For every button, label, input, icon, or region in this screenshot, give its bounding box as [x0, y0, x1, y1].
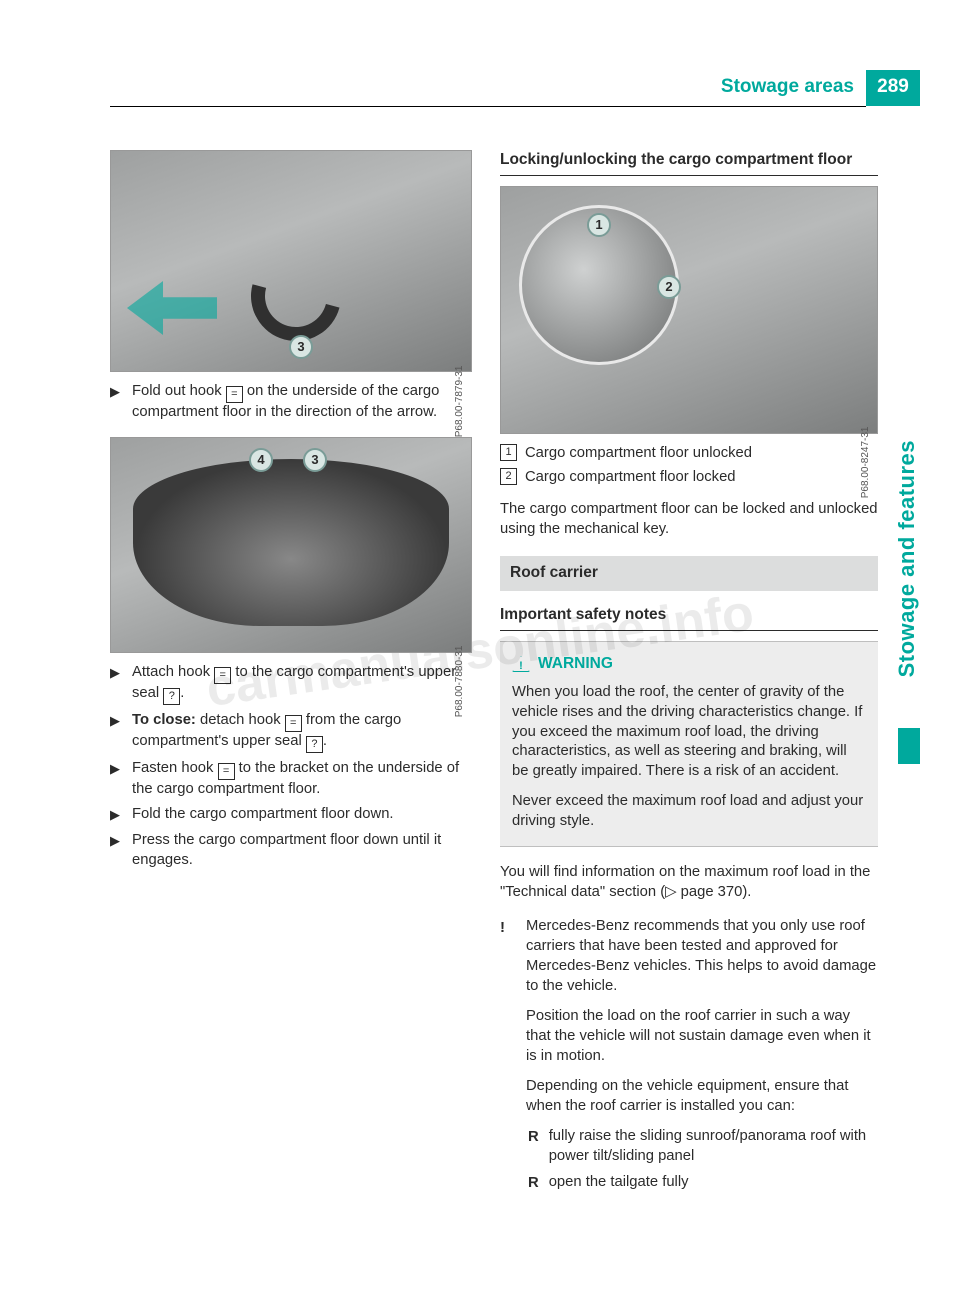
ref-mark: = [214, 667, 231, 684]
heading-locking: Locking/unlocking the cargo compartment … [500, 150, 878, 171]
note-item: ! Mercedes-Benz recommends that you only… [500, 917, 878, 997]
step-item: ▶ To close: detach hook = from the cargo… [110, 711, 472, 753]
note-marker-icon [500, 1007, 516, 1067]
step-marker-icon: ▶ [110, 805, 124, 825]
note-marker-icon: ! [500, 917, 516, 997]
figure-legend: 1 Cargo compartment floor unlocked 2 Car… [500, 444, 878, 488]
callout-2: 2 [657, 275, 681, 299]
step-marker-icon: ▶ [110, 759, 124, 800]
manual-page: Stowage areas 289 Stowage and features c… [0, 0, 960, 1302]
step-list-1: ▶ Fold out hook = on the underside of th… [110, 382, 472, 423]
step-item: ▶ Fasten hook = to the bracket on the un… [110, 759, 472, 800]
page-number: 289 [866, 70, 920, 106]
warning-box: WARNING When you load the roof, the cent… [500, 641, 878, 848]
legend-text: Cargo compartment floor unlocked [525, 444, 752, 464]
paragraph: You will find information on the maximum… [500, 863, 878, 903]
step-marker-icon: ▶ [110, 711, 124, 753]
step-text: To close: detach hook = from the cargo c… [132, 711, 472, 753]
left-column: 3 P68.00-7879-31 ▶ Fold out hook = on th… [110, 150, 472, 1200]
legend-num: 2 [500, 468, 517, 485]
ref-mark: = [285, 715, 302, 732]
note-item: Depending on the vehicle equipment, ensu… [500, 1077, 878, 1117]
right-column: Locking/unlocking the cargo compartment … [500, 150, 878, 1200]
step-text: Fold the cargo compartment floor down. [132, 805, 472, 825]
step-item: ▶ Attach hook = to the cargo compartment… [110, 663, 472, 705]
bullet-text: open the tailgate fully [549, 1173, 689, 1194]
ref-mark: = [218, 763, 235, 780]
side-tab-block [898, 728, 920, 764]
bullet-text: fully raise the sliding sunroof/panorama… [549, 1127, 878, 1167]
step-marker-icon: ▶ [110, 382, 124, 423]
note-text: Position the load on the roof carrier in… [526, 1007, 878, 1067]
legend-text: Cargo compartment floor locked [525, 468, 736, 488]
note-marker-icon [500, 1077, 516, 1117]
note-text: Depending on the vehicle equipment, ensu… [526, 1077, 878, 1117]
page-header: Stowage areas 289 [721, 70, 920, 106]
step-text: Press the cargo compartment floor down u… [132, 831, 472, 871]
step-text: Fold out hook = on the underside of the … [132, 382, 472, 423]
figure-lock-floor: 1 2 P68.00-8247-31 [500, 186, 878, 434]
note-text: Mercedes-Benz recommends that you only u… [526, 917, 878, 997]
arrow-icon [127, 281, 217, 335]
heading-rule [500, 175, 878, 176]
ref-mark: ? [163, 688, 180, 705]
section-band-roof-carrier: Roof carrier [500, 556, 878, 591]
step-item: ▶ Fold the cargo compartment floor down. [110, 805, 472, 825]
step-text: Fasten hook = to the bracket on the unde… [132, 759, 472, 800]
bullet-dot-icon: R [528, 1173, 539, 1194]
figure-hook-unfold: 3 P68.00-7879-31 [110, 150, 472, 372]
header-section-title: Stowage areas [721, 70, 866, 106]
bullet-item: R fully raise the sliding sunroof/panora… [528, 1127, 878, 1167]
step-item: ▶ Press the cargo compartment floor down… [110, 831, 472, 871]
bullet-dot-icon: R [528, 1127, 539, 1167]
step-list-2: ▶ Attach hook = to the cargo compartment… [110, 663, 472, 871]
step-marker-icon: ▶ [110, 831, 124, 871]
paragraph: The cargo compartment floor can be locke… [500, 500, 878, 540]
crossref-icon: ▷ [665, 884, 676, 900]
figure-code: P68.00-7879-31 [454, 365, 468, 437]
step-item: ▶ Fold out hook = on the underside of th… [110, 382, 472, 423]
warning-label: WARNING [538, 654, 613, 675]
callout-1: 1 [587, 213, 611, 237]
figure-hook-attach: 4 3 P68.00-7880-31 [110, 437, 472, 653]
step-marker-icon: ▶ [110, 663, 124, 705]
callout-3: 3 [303, 448, 327, 472]
callout-3: 3 [289, 335, 313, 359]
warning-paragraph: Never exceed the maximum roof load and a… [512, 792, 866, 832]
legend-line: 2 Cargo compartment floor locked [500, 468, 878, 488]
bullet-list: R fully raise the sliding sunroof/panora… [528, 1127, 878, 1194]
content-columns: 3 P68.00-7879-31 ▶ Fold out hook = on th… [110, 150, 920, 1200]
heading-rule [500, 630, 878, 631]
warning-paragraph: When you load the roof, the center of gr… [512, 683, 866, 783]
side-tab-label: Stowage and features [894, 440, 920, 677]
step-text: Attach hook = to the cargo compartment's… [132, 663, 472, 705]
legend-line: 1 Cargo compartment floor unlocked [500, 444, 878, 464]
figure-code: P68.00-7880-31 [454, 646, 468, 718]
callout-4: 4 [249, 448, 273, 472]
ref-mark: ? [306, 736, 323, 753]
ref-mark: = [226, 386, 243, 403]
bullet-item: R open the tailgate fully [528, 1173, 878, 1194]
legend-num: 1 [500, 444, 517, 461]
header-rule [110, 106, 866, 107]
note-item: Position the load on the roof carrier in… [500, 1007, 878, 1067]
interior-shade-icon [133, 459, 450, 626]
warning-header: WARNING [512, 654, 866, 675]
figure-code: P68.00-8247-31 [860, 427, 874, 499]
warning-triangle-icon [512, 656, 530, 672]
note-list: ! Mercedes-Benz recommends that you only… [500, 917, 878, 1117]
heading-safety-notes: Important safety notes [500, 605, 878, 626]
